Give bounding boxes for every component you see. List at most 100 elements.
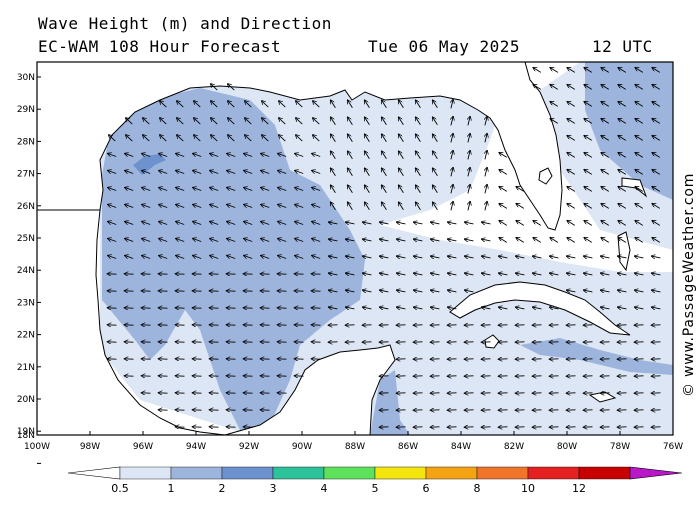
direction-arrow (278, 239, 287, 242)
direction-arrow (125, 222, 134, 225)
direction-arrow (482, 222, 491, 224)
direction-arrow (601, 204, 610, 209)
direction-arrow (125, 256, 134, 259)
direction-arrow (584, 221, 593, 226)
direction-arrow (210, 205, 219, 208)
direction-arrow (262, 135, 269, 142)
direction-arrow (382, 185, 387, 194)
direction-arrow (567, 238, 576, 243)
direction-arrow (652, 290, 661, 292)
direction-arrow (550, 119, 559, 124)
direction-arrow (382, 151, 387, 160)
direction-arrow (210, 239, 219, 242)
direction-arrow (312, 256, 321, 259)
colorbar-label: 6 (423, 482, 430, 495)
direction-arrow (211, 84, 218, 91)
direction-arrow (601, 85, 610, 90)
direction-arrow (468, 151, 470, 160)
direction-arrow (279, 101, 286, 108)
direction-arrow (652, 221, 661, 226)
direction-arrow (468, 168, 470, 177)
direction-arrow (296, 101, 303, 108)
direction-arrow (618, 187, 627, 192)
direction-arrow (108, 222, 117, 225)
direction-arrow (295, 154, 304, 157)
direction-arrow (126, 135, 133, 142)
direction-arrow (635, 307, 644, 309)
direction-arrow (635, 136, 644, 141)
direction-arrow (211, 101, 218, 108)
lon-label: 86W (398, 442, 418, 452)
direction-arrow (584, 68, 593, 73)
direction-arrow (382, 100, 387, 109)
direction-arrow (125, 154, 134, 157)
direction-arrow (550, 307, 559, 309)
direction-arrow (228, 135, 235, 142)
direction-arrow (108, 188, 117, 191)
direction-arrow (125, 171, 134, 174)
direction-arrow (567, 102, 576, 107)
lon-label: 96W (133, 442, 153, 452)
direction-arrow (482, 239, 491, 241)
lon-label: 94W (186, 442, 206, 452)
direction-arrow (193, 188, 202, 191)
direction-arrow (635, 170, 644, 175)
direction-arrow (485, 134, 487, 143)
direction-arrow (635, 187, 644, 192)
direction-arrow (365, 168, 370, 177)
direction-arrow (210, 188, 219, 191)
direction-arrow (533, 273, 542, 275)
direction-arrow (261, 205, 270, 208)
direction-arrow (295, 205, 304, 208)
direction-arrow (244, 188, 253, 191)
direction-arrow (278, 188, 287, 191)
direction-arrow (346, 256, 355, 258)
direction-arrow (399, 185, 404, 194)
colorbar-segment (323, 466, 376, 480)
direction-arrow (451, 100, 453, 109)
direction-arrow (363, 273, 372, 275)
direction-arrow (329, 222, 338, 224)
direction-arrow (228, 101, 235, 108)
direction-arrow (618, 170, 627, 175)
direction-arrow (331, 100, 336, 109)
lon-label: 98W (80, 442, 100, 452)
direction-arrow (210, 171, 219, 174)
direction-arrow (550, 238, 559, 243)
direction-arrow (210, 222, 219, 225)
direction-arrow (416, 185, 421, 194)
direction-arrow (397, 256, 406, 258)
direction-arrow (380, 307, 389, 309)
colorbar-segment (221, 466, 274, 480)
direction-arrow (143, 118, 150, 125)
direction-arrow (567, 153, 576, 158)
direction-arrow (485, 151, 487, 160)
direction-arrow (365, 202, 370, 211)
direction-arrow (176, 222, 185, 225)
direction-arrow (331, 117, 336, 126)
direction-arrow (329, 290, 338, 292)
wave-band-1-2m (102, 88, 365, 435)
direction-arrow (331, 134, 336, 143)
direction-arrow (567, 290, 576, 292)
direction-arrow (278, 256, 287, 259)
direction-arrow (635, 238, 644, 243)
direction-arrow (567, 119, 576, 124)
direction-arrow (108, 256, 117, 259)
direction-arrow (329, 273, 338, 275)
direction-arrow (261, 256, 270, 259)
direction-arrow (499, 204, 508, 209)
direction-arrow (482, 307, 491, 309)
direction-arrow (397, 222, 406, 224)
direction-arrow (348, 185, 353, 194)
direction-arrow (433, 185, 438, 194)
lon-label: 90W (292, 442, 312, 452)
direction-arrow (210, 256, 219, 259)
direction-arrow (416, 117, 421, 126)
lat-label: 18N (17, 431, 35, 441)
direction-arrow (465, 256, 474, 258)
direction-arrow (414, 222, 423, 224)
direction-arrow (652, 68, 661, 73)
direction-arrow (414, 256, 423, 258)
